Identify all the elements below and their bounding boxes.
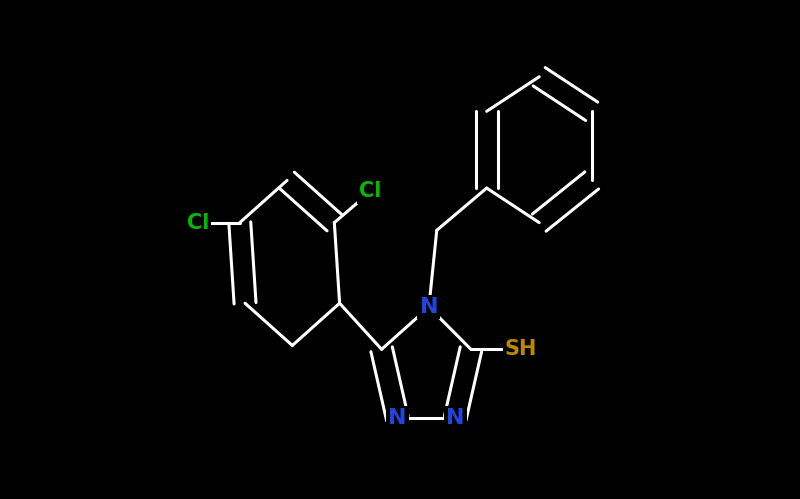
Text: Cl: Cl: [359, 182, 382, 202]
Text: Cl: Cl: [186, 213, 209, 233]
Text: N: N: [420, 297, 438, 317]
Text: N: N: [388, 408, 406, 429]
Text: SH: SH: [505, 339, 537, 359]
Text: N: N: [446, 408, 465, 429]
